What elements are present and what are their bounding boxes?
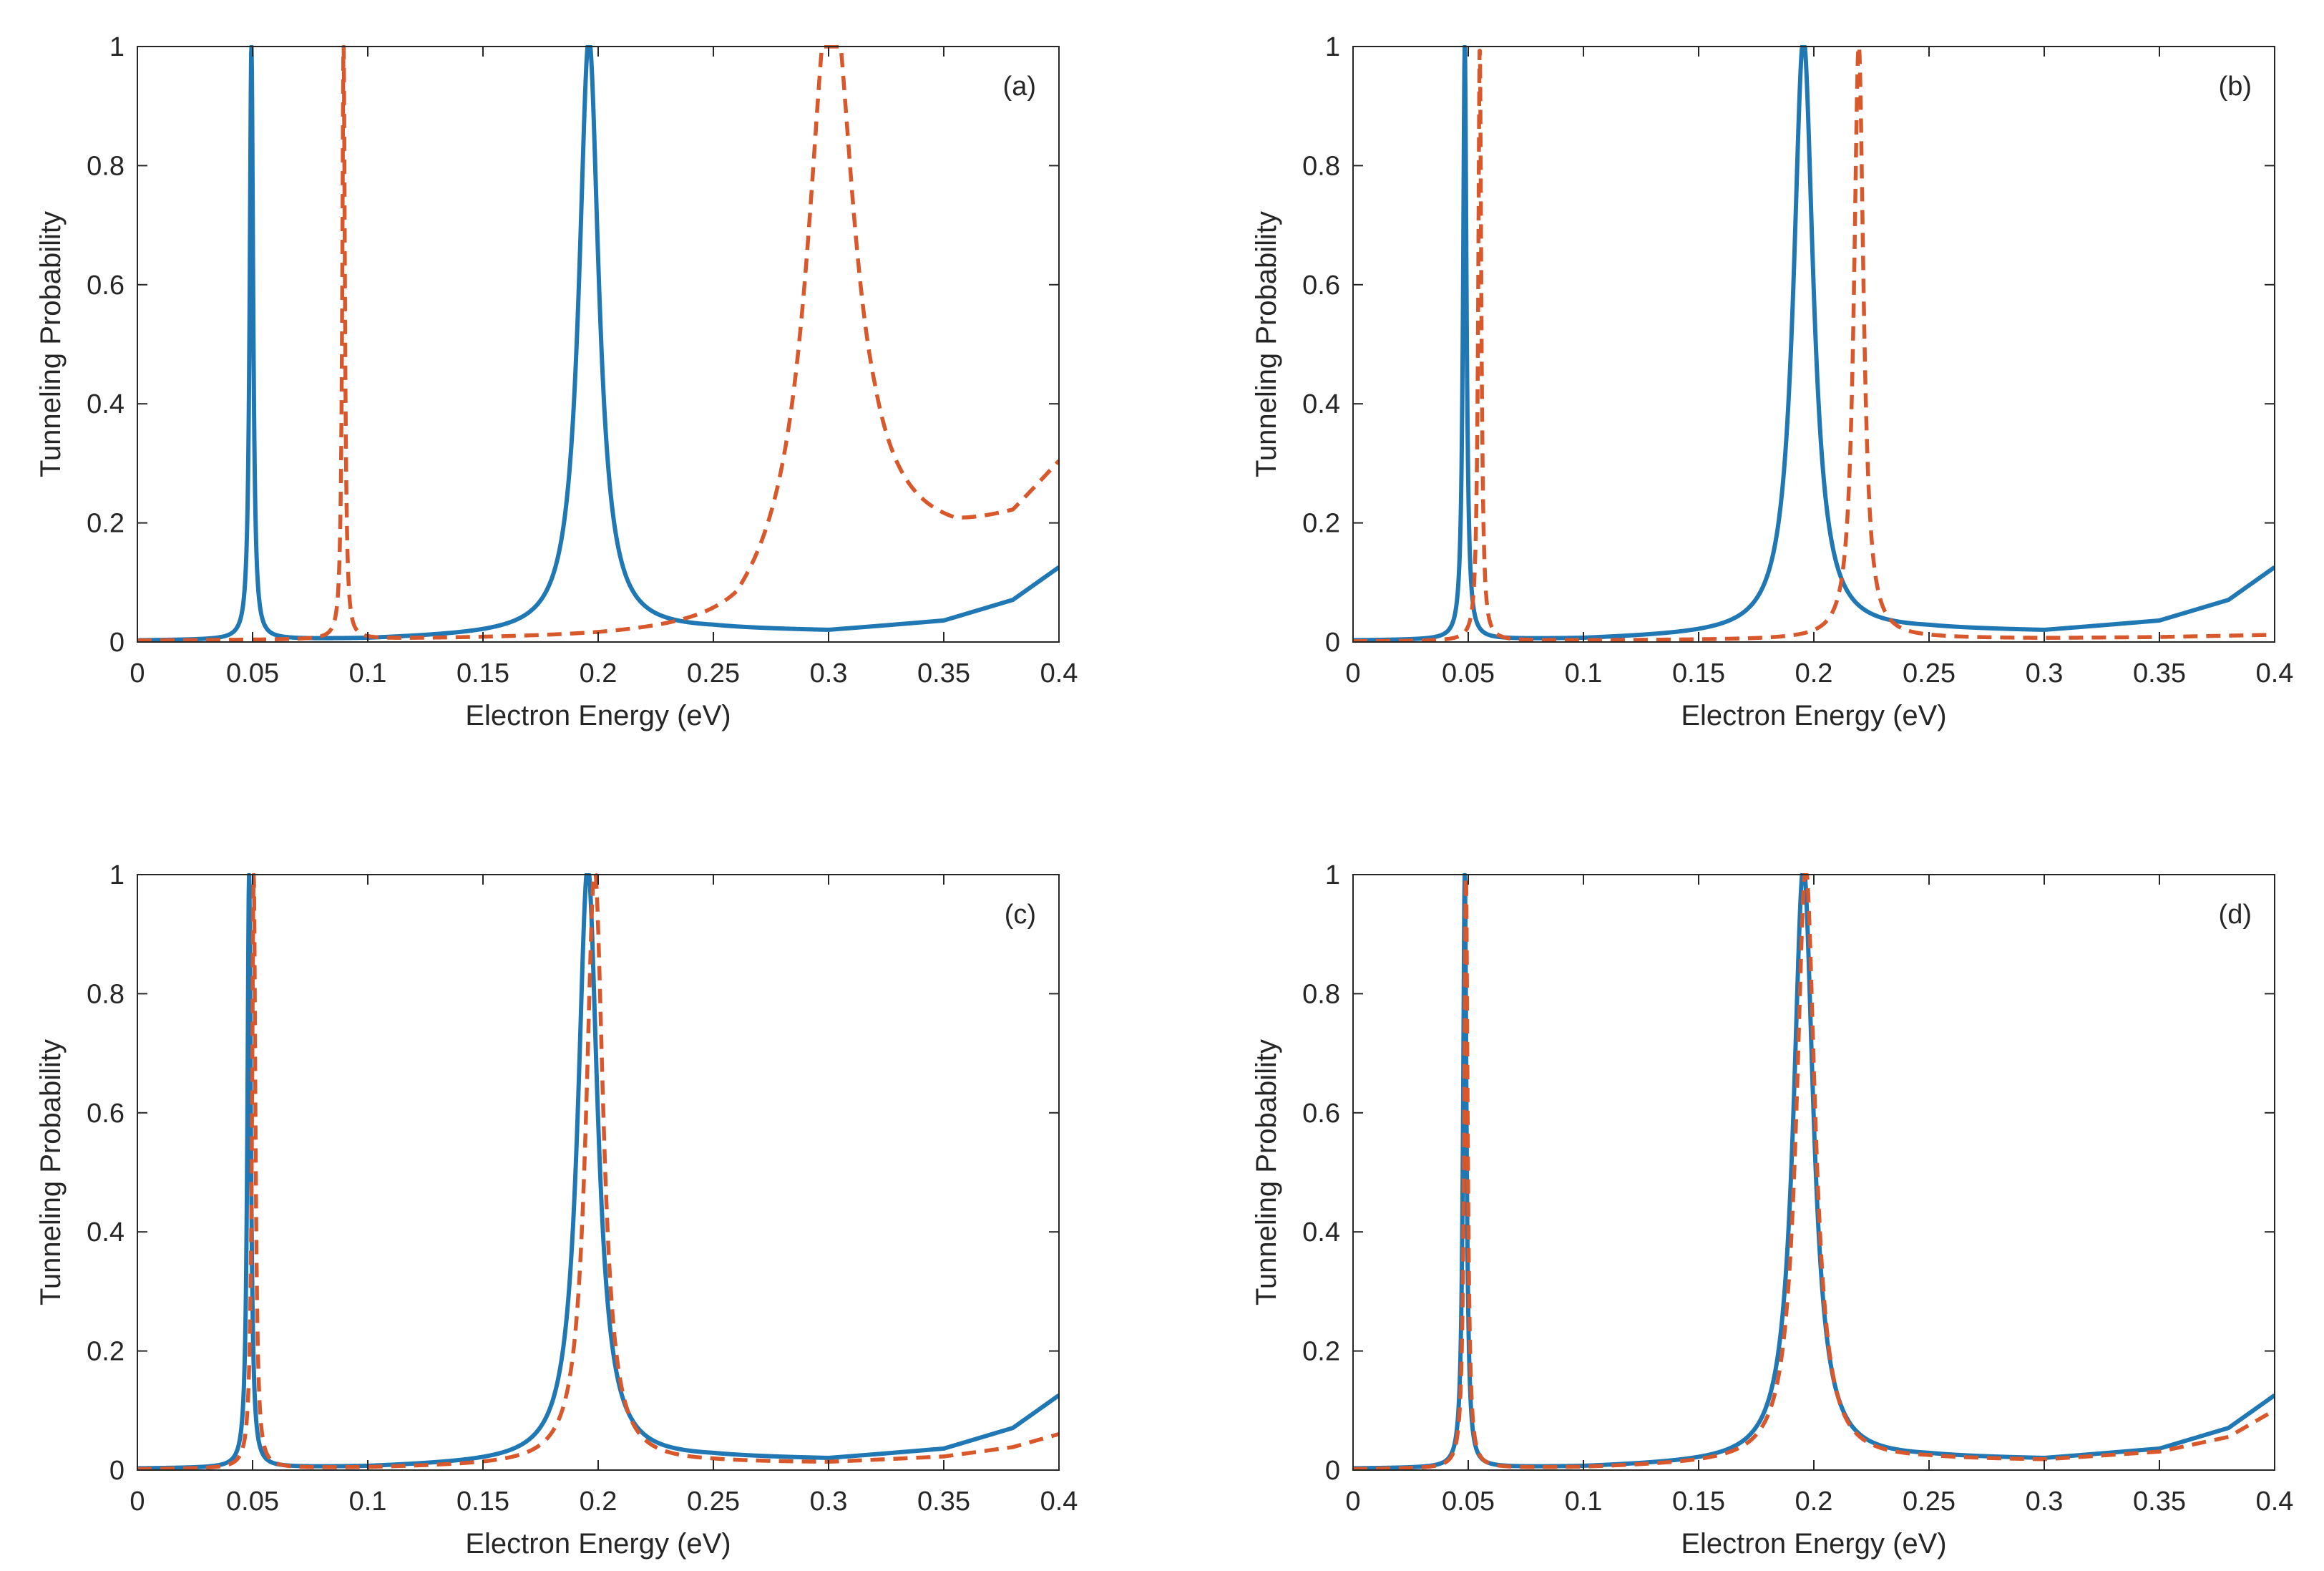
y-tick-label: 1 bbox=[109, 860, 125, 890]
x-tick-label: 0.4 bbox=[1040, 1487, 1078, 1517]
panel-label: (c) bbox=[1005, 900, 1036, 930]
y-tick-label: 0.2 bbox=[87, 1337, 125, 1367]
x-tick-label: 0.1 bbox=[349, 658, 387, 689]
curves bbox=[1353, 45, 2275, 642]
x-axis-label: Electron Energy (eV) bbox=[1681, 1528, 1946, 1560]
x-tick-label: 0.35 bbox=[2133, 658, 2186, 689]
series-line-comparison bbox=[137, 45, 1059, 642]
y-tick-label: 0.6 bbox=[87, 271, 125, 301]
y-tick-label: 0 bbox=[1325, 628, 1340, 658]
x-tick-label: 0.3 bbox=[2026, 1487, 2064, 1517]
x-tick-label: 0.1 bbox=[1565, 658, 1603, 689]
x-tick-label: 0.15 bbox=[456, 1487, 509, 1517]
curves bbox=[137, 873, 1059, 1470]
x-axis-label: Electron Energy (eV) bbox=[465, 1528, 731, 1560]
x-tick-label: 0.15 bbox=[1672, 1487, 1725, 1517]
panel-label: (b) bbox=[2219, 72, 2252, 102]
x-tick-label: 0.05 bbox=[1442, 658, 1495, 689]
y-tick-label: 0.6 bbox=[87, 1099, 125, 1129]
x-tick-label: 0.4 bbox=[2256, 658, 2294, 689]
y-axis-label: Tunneling Probability bbox=[1251, 1039, 1282, 1305]
y-tick-label: 0.8 bbox=[87, 979, 125, 1009]
y-axis-label: Tunneling Probability bbox=[35, 211, 67, 477]
y-tick-label: 1 bbox=[1325, 32, 1340, 62]
panel-d: 0 0.05 0.1 0.15 0.2 0.25 0.3 0.35 0.4 0 0.2 0.4 0.6 0… bbox=[1251, 860, 2293, 1560]
y-tick-label: 0 bbox=[1325, 1456, 1340, 1486]
y-tick-label: 1 bbox=[1325, 860, 1340, 890]
x-tick-label: 0.05 bbox=[226, 658, 279, 689]
panel-label: (a) bbox=[1003, 72, 1036, 102]
panel-a: 0 0.05 0.1 0.15 0.2 0.25 0.3 0.35 0.4 0 0.2 0.4 0.6 0… bbox=[35, 32, 1078, 731]
series-line-comparison bbox=[137, 873, 1059, 1470]
y-axis-label: Tunneling Probability bbox=[35, 1039, 67, 1305]
x-tick-label: 0 bbox=[1345, 1487, 1360, 1517]
x-tick-label: 0.1 bbox=[1565, 1487, 1603, 1517]
x-tick-label: 0.15 bbox=[1672, 658, 1725, 689]
y-tick-label: 0.8 bbox=[87, 151, 125, 181]
x-tick-label: 0.3 bbox=[2026, 658, 2064, 689]
x-tick-label: 0.3 bbox=[810, 1487, 848, 1517]
x-tick-label: 0.05 bbox=[1442, 1487, 1495, 1517]
x-tick-label: 0.25 bbox=[1903, 1487, 1956, 1517]
x-tick-label: 0.25 bbox=[1903, 658, 1956, 689]
y-tick-label: 0 bbox=[109, 1456, 125, 1486]
y-tick-label: 0.2 bbox=[1302, 509, 1340, 539]
y-tick-label: 0.4 bbox=[1302, 389, 1340, 419]
x-tick-label: 0.35 bbox=[917, 1487, 970, 1517]
x-tick-label: 0.4 bbox=[2256, 1487, 2294, 1517]
y-tick-label: 0.2 bbox=[1302, 1337, 1340, 1367]
x-tick-label: 0.05 bbox=[226, 1487, 279, 1517]
x-tick-label: 0 bbox=[1345, 658, 1360, 689]
x-axis-label: Electron Energy (eV) bbox=[1681, 700, 1946, 731]
x-axis-label: Electron Energy (eV) bbox=[465, 700, 731, 731]
x-tick-label: 0.2 bbox=[580, 658, 617, 689]
x-tick-label: 0.35 bbox=[917, 658, 970, 689]
y-tick-label: 0.2 bbox=[87, 509, 125, 539]
x-tick-label: 0.2 bbox=[580, 1487, 617, 1517]
panel-c: 0 0.05 0.1 0.15 0.2 0.25 0.3 0.35 0.4 0 0.2 0.4 0.6 0… bbox=[35, 860, 1078, 1560]
y-tick-label: 0.6 bbox=[1302, 271, 1340, 301]
x-tick-label: 0.2 bbox=[1795, 658, 1833, 689]
x-tick-label: 0.4 bbox=[1040, 658, 1078, 689]
y-tick-label: 0.6 bbox=[1302, 1099, 1340, 1129]
y-tick-label: 0.4 bbox=[87, 389, 125, 419]
panel-b: 0 0.05 0.1 0.15 0.2 0.25 0.3 0.35 0.4 0 0.2 0.4 0.6 0… bbox=[1251, 32, 2293, 731]
x-tick-label: 0.35 bbox=[2133, 1487, 2186, 1517]
curves bbox=[1353, 873, 2275, 1470]
y-axis-label: Tunneling Probability bbox=[1251, 211, 1282, 477]
series-line-comparison bbox=[1353, 45, 2275, 642]
curves bbox=[137, 45, 1059, 642]
x-tick-label: 0 bbox=[130, 1487, 145, 1517]
panel-label: (d) bbox=[2219, 900, 2252, 930]
x-tick-label: 0 bbox=[130, 658, 145, 689]
x-tick-label: 0.15 bbox=[456, 658, 509, 689]
y-tick-label: 0.8 bbox=[1302, 151, 1340, 181]
y-tick-label: 0.4 bbox=[87, 1217, 125, 1247]
series-line-reference bbox=[137, 45, 1059, 642]
x-tick-label: 0.25 bbox=[687, 1487, 740, 1517]
y-tick-label: 1 bbox=[109, 32, 125, 62]
y-tick-label: 0.8 bbox=[1302, 979, 1340, 1009]
x-tick-label: 0.2 bbox=[1795, 1487, 1833, 1517]
y-tick-label: 0.4 bbox=[1302, 1217, 1340, 1247]
x-tick-label: 0.25 bbox=[687, 658, 740, 689]
x-tick-label: 0.1 bbox=[349, 1487, 387, 1517]
series-line-comparison bbox=[1353, 873, 2275, 1470]
y-tick-label: 0 bbox=[109, 628, 125, 658]
x-tick-label: 0.3 bbox=[810, 658, 848, 689]
